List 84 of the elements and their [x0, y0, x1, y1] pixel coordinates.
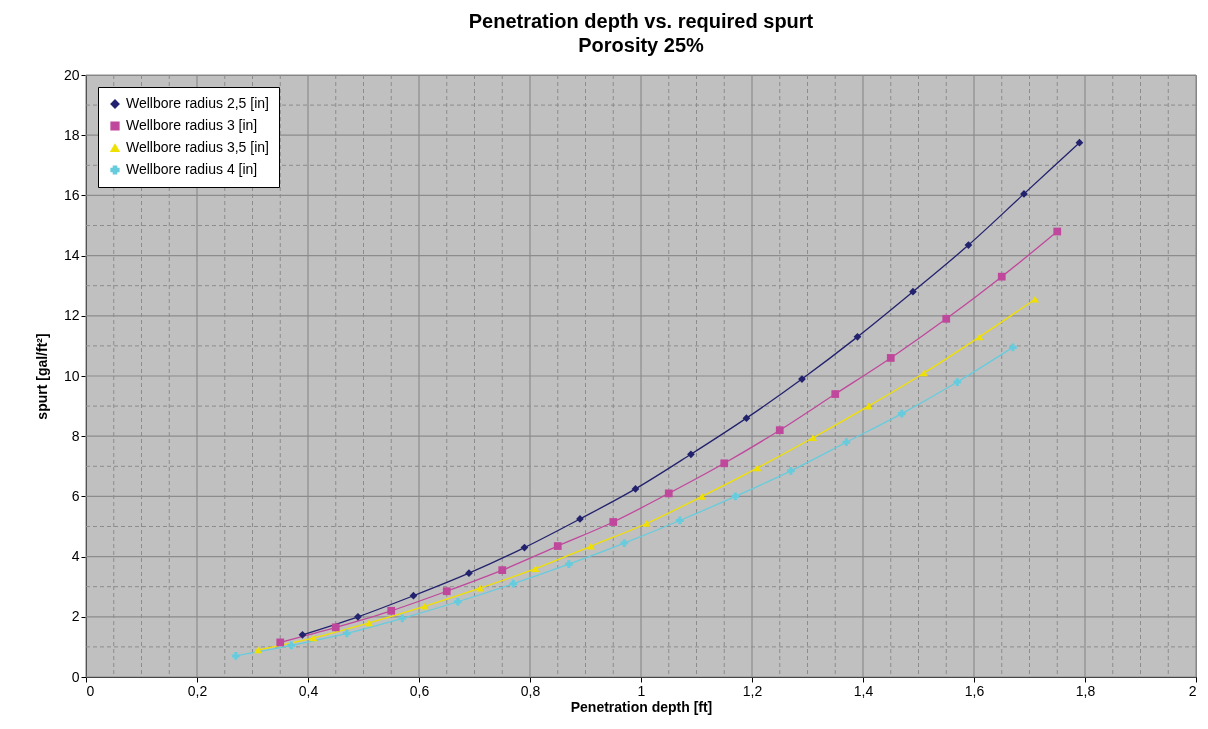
point — [1031, 295, 1039, 303]
point — [853, 333, 862, 341]
point — [398, 614, 407, 623]
point — [964, 241, 973, 249]
x-tick-label: 0,2 — [187, 682, 208, 699]
point — [742, 414, 751, 423]
point — [553, 542, 562, 550]
point — [564, 560, 573, 568]
x-tick-label: 1,6 — [964, 682, 985, 699]
point — [809, 434, 817, 442]
point — [1008, 343, 1017, 352]
point — [254, 646, 262, 654]
point — [276, 638, 285, 647]
legend-label: Wellbore radius 3,5 [in] — [126, 139, 269, 155]
point — [664, 489, 673, 498]
y-tick-label: 2 — [71, 608, 80, 625]
point — [354, 612, 362, 621]
point — [1075, 138, 1084, 147]
y-tick-label: 16 — [63, 186, 80, 203]
x-tick-label: 0,4 — [298, 682, 319, 699]
point — [675, 516, 684, 525]
point — [753, 464, 762, 472]
point — [287, 641, 296, 650]
point — [975, 333, 984, 341]
x-tick-label: 0 — [86, 682, 95, 699]
point — [442, 587, 451, 596]
legend-label: Wellbore radius 3 [in] — [126, 117, 258, 133]
x-tick-label: 0,6 — [409, 682, 430, 699]
point — [631, 485, 640, 493]
point — [942, 314, 951, 323]
point — [698, 493, 706, 500]
y-tick-label: 0 — [71, 668, 80, 685]
point — [775, 426, 784, 435]
x-axis-title: Penetration depth [ft] — [570, 698, 713, 715]
y-tick-label: 10 — [63, 367, 80, 384]
point — [453, 597, 462, 606]
point — [476, 584, 484, 592]
point — [231, 652, 240, 660]
chart-title: Penetration depth vs. required spurt — [468, 10, 814, 32]
point — [342, 629, 351, 638]
x-tick-label: 1,8 — [1075, 682, 1096, 699]
legend-label: Wellbore radius 2,5 [in] — [126, 95, 269, 111]
point — [642, 520, 651, 527]
point — [609, 518, 618, 526]
y-tick-label: 6 — [71, 487, 80, 504]
point — [409, 591, 418, 600]
point — [886, 354, 895, 362]
point — [365, 619, 373, 627]
point — [465, 569, 473, 578]
y-tick-label: 20 — [63, 66, 80, 83]
point — [298, 630, 307, 639]
legend-label: Wellbore radius 4 [in] — [126, 161, 258, 177]
point — [897, 409, 906, 418]
y-tick-label: 12 — [63, 307, 80, 324]
point — [420, 602, 429, 610]
point — [1020, 190, 1028, 198]
x-tick-label: 1,2 — [742, 682, 763, 699]
chart-subtitle: Porosity 25% — [578, 34, 705, 56]
x-tick-label: 1 — [637, 682, 646, 699]
point — [1053, 227, 1062, 236]
point — [620, 539, 629, 547]
point — [997, 272, 1006, 281]
y-tick-label: 8 — [71, 427, 80, 444]
point — [687, 450, 695, 459]
point — [387, 606, 396, 615]
y-tick-label: 14 — [63, 247, 80, 264]
x-tick-label: 1,4 — [853, 682, 874, 699]
point — [331, 623, 340, 632]
point — [786, 466, 795, 475]
point — [720, 459, 729, 468]
point — [731, 492, 740, 501]
point — [531, 565, 540, 572]
point — [831, 390, 840, 398]
point — [953, 378, 962, 386]
point — [909, 287, 917, 296]
y-axis-title: spurt [gal/ft²] — [33, 333, 50, 420]
x-tick-label: 2 — [1188, 682, 1197, 699]
point — [309, 634, 318, 642]
y-tick-label: 18 — [63, 126, 80, 143]
point — [498, 566, 507, 575]
y-tick-label: 4 — [71, 548, 80, 565]
x-tick-label: 0,8 — [520, 682, 541, 699]
point — [509, 579, 518, 588]
point — [842, 438, 851, 447]
